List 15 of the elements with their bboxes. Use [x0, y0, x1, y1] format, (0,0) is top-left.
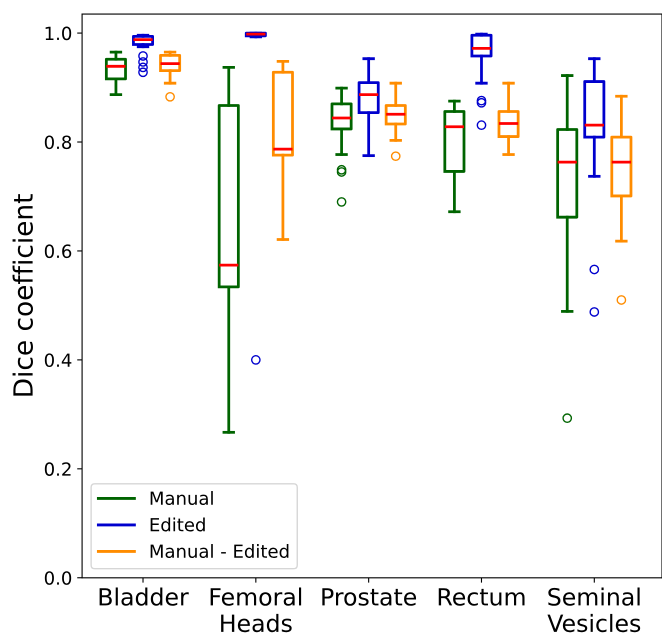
- legend-label: Edited: [150, 518, 205, 532]
- legend-label: Manual - Edited: [150, 544, 288, 558]
- x-tick-label: Bladder: [100, 587, 189, 606]
- y-tick-label: 0.6: [44, 244, 72, 258]
- y-tick-label: 0.8: [44, 135, 72, 150]
- legend-label: Manual: [150, 491, 213, 506]
- x-tick-label: Rectum: [438, 588, 525, 606]
- x-tick-label: Prostate: [322, 588, 416, 606]
- y-tick-label: 0.4: [44, 353, 72, 368]
- y-tick-label: 0.0: [44, 571, 72, 585]
- y-axis-title: Dice coefficient: [12, 194, 33, 396]
- y-tick-label: 1.0: [46, 26, 72, 40]
- x-tick-label: Seminal Vesicles: [547, 587, 640, 632]
- x-tick-label: Femoral Heads: [210, 587, 302, 632]
- y-tick-label: 0.2: [44, 462, 71, 476]
